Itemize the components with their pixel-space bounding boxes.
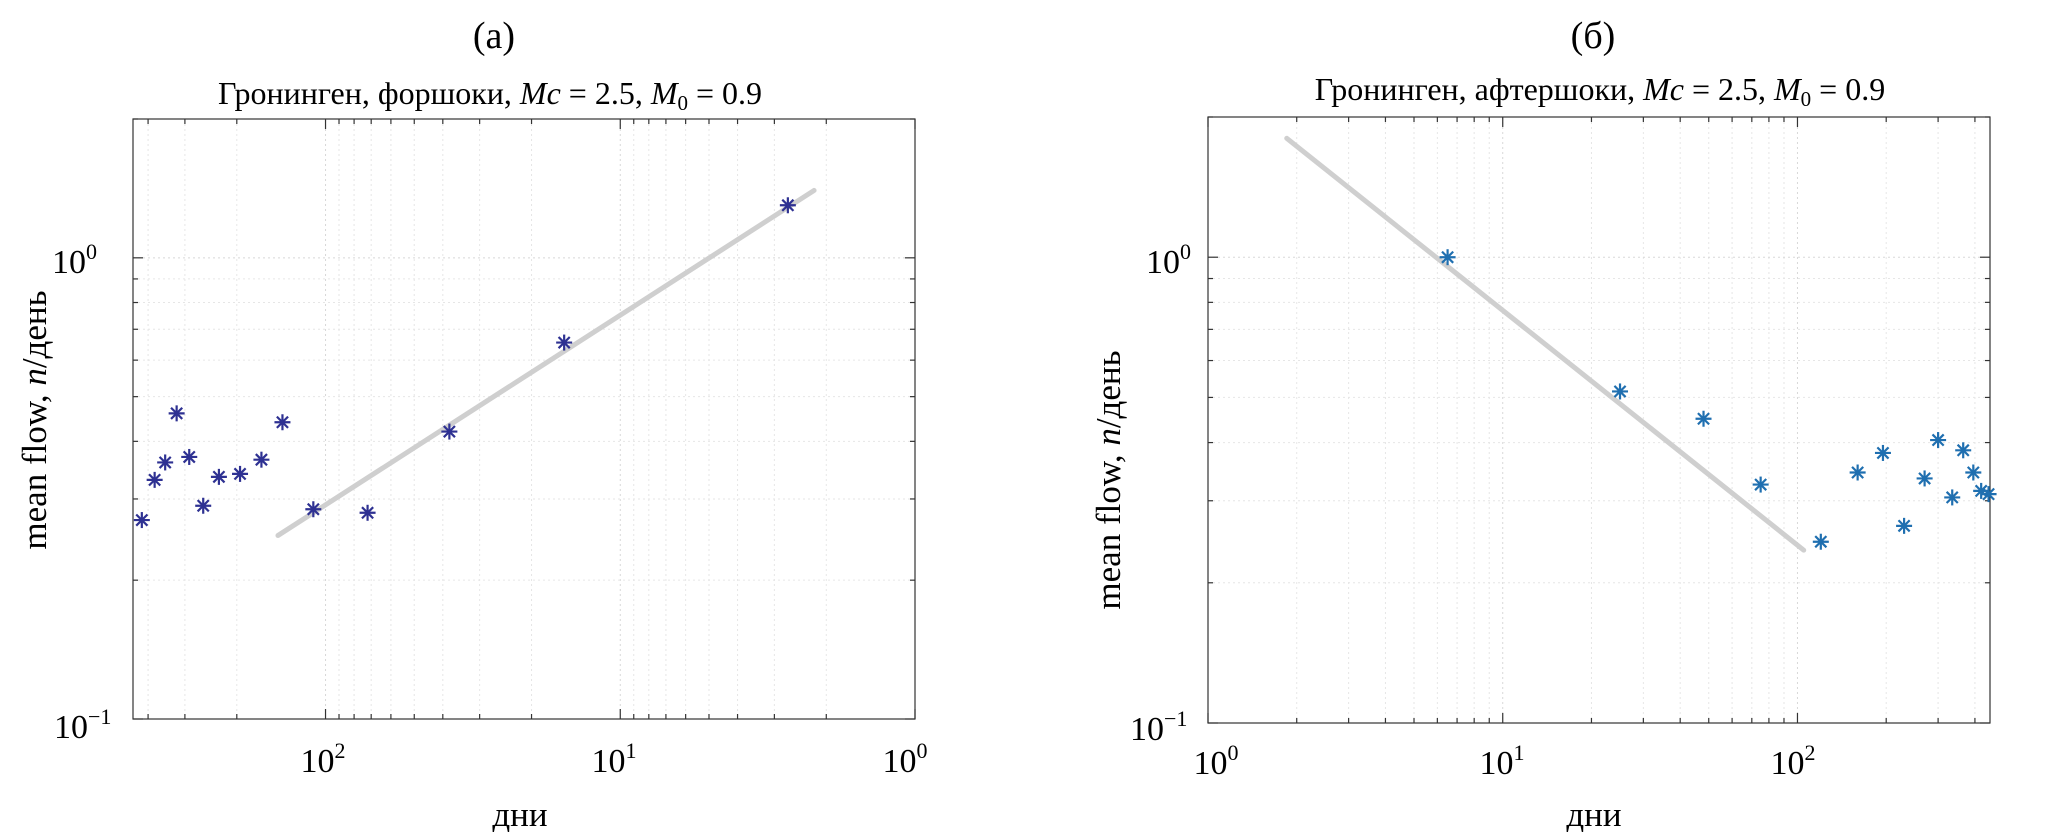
b-y-tick-label: 10−1 [1130,706,1187,748]
panel-a-fit-line [275,187,817,538]
data-point-marker [779,197,796,214]
data-point-marker [556,334,573,351]
panel-a-x-tick-labels: 102 101 100 [301,738,928,780]
data-point-marker [181,448,198,465]
data-point-marker [133,512,150,529]
data-point-marker [1930,432,1947,449]
panel-b-title: Гронинген, афтершоки, Mc = 2.5, M0 = 0.9 [1315,71,1885,111]
a-y-tick-label: 10−1 [54,704,111,746]
b-x-tick-label: 102 [1771,740,1816,782]
data-point-marker [359,504,376,521]
data-point-marker [146,471,163,488]
data-point-marker [253,451,270,468]
panel-b-label: (б) [1571,15,1616,57]
panel-b-fit-line [1284,135,1807,553]
panel-a-y-tick-labels: 100 10−1 [52,239,111,746]
panel-b-ticks [1207,116,1990,724]
data-point-marker [168,405,185,422]
a-x-tick-label: 100 [883,738,928,780]
a-x-tick-label: 101 [592,738,637,780]
data-point-marker [1916,470,1933,487]
panel-a-x-axis-label: дни [492,795,547,832]
data-point-marker [1874,444,1891,461]
panel-a-title: Гронинген, форшоки, Mc = 2.5, M0 = 0.9 [218,75,762,115]
data-point-marker [1944,489,1961,506]
data-point-marker [1955,442,1972,459]
data-point-marker [195,497,212,514]
panel-b-axes-frame [1207,116,1991,724]
data-point-marker [232,465,249,482]
data-point-marker [1849,464,1866,481]
panel-b-x-axis-label: дни [1566,795,1621,832]
panel-a-points [133,197,796,529]
data-point-marker [1812,533,1829,550]
a-x-tick-label: 102 [301,738,346,780]
data-point-marker [1439,249,1456,266]
panel-a-axes-frame [132,118,916,720]
panel-b-y-axis-label: mean flow, n/день [1089,350,1128,609]
b-x-tick-label: 101 [1480,740,1525,782]
panel-a-y-axis-label: mean flow, n/день [15,290,54,549]
data-point-marker [1965,464,1982,481]
b-y-tick-label: 100 [1146,239,1191,281]
b-x-tick-label: 100 [1194,740,1239,782]
panel-b: (б) Гронинген, афтершоки, Mc = 2.5, M0 =… [1089,15,1997,832]
panel-a: (а) Гронинген, форшоки, Mc = 2.5, M0 = 0… [15,15,928,832]
a-y-tick-label: 100 [52,239,97,281]
panel-b-points [1439,249,1997,550]
data-point-marker [210,468,227,485]
data-point-marker [1752,476,1769,493]
panel-a-ticks [133,118,916,720]
panel-a-label: (а) [473,15,515,57]
data-point-marker [305,501,322,518]
panel-b-x-tick-labels: 100 101 102 [1194,740,1816,782]
data-point-marker [1695,410,1712,427]
data-point-marker [1980,486,1997,503]
panel-b-y-tick-labels: 100 10−1 [1130,239,1191,748]
data-point-marker [274,414,291,431]
data-point-marker [1896,517,1913,534]
data-point-marker [157,454,174,471]
panel-a-grid [133,118,916,720]
data-point-marker [441,423,458,440]
panel-b-grid [1207,116,1990,724]
data-point-marker [1612,383,1629,400]
